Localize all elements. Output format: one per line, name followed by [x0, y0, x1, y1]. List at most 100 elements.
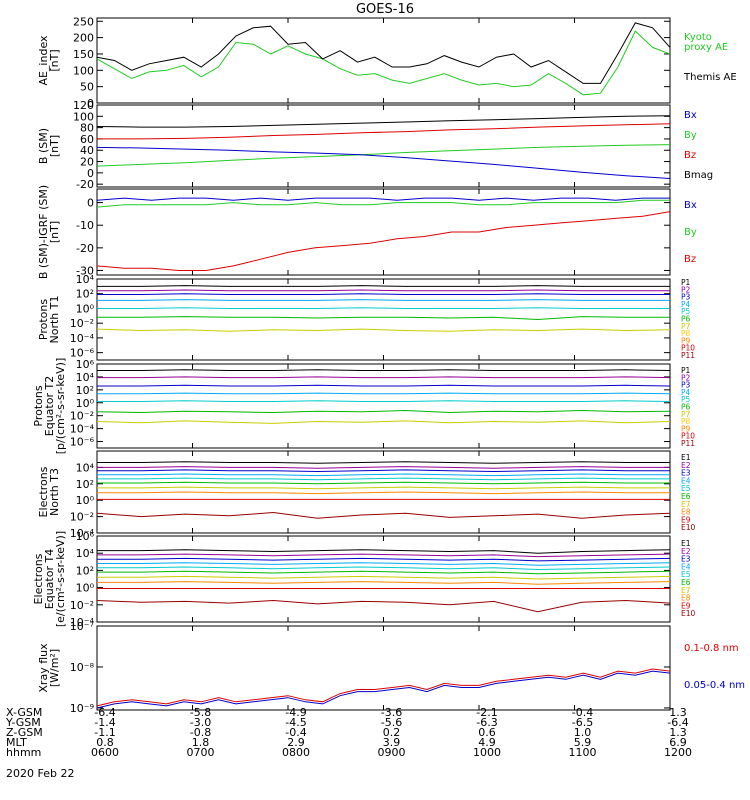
y-axis-label: Protons [32, 385, 45, 426]
y-tick-label: 10⁻⁴ [70, 527, 95, 540]
series-p3 [97, 293, 670, 295]
y-tick-label: 0 [87, 97, 94, 110]
legend-entry: 0.1-0.8 nm [684, 643, 739, 654]
x-axis-row-label: MLT [6, 736, 27, 749]
x-axis-value: 2.9 [287, 736, 305, 749]
series-e5 [97, 566, 671, 571]
x-axis-value: 6.9 [669, 736, 687, 749]
x-axis-row-label: Z-GSM [6, 726, 43, 739]
x-axis-value: -6.3 [476, 716, 497, 729]
series-0-05-0-4-nm [96, 670, 671, 709]
series-e2 [97, 466, 670, 469]
series-e6 [97, 570, 671, 575]
series-e1 [97, 461, 670, 464]
legend-entry: E5 [681, 570, 691, 579]
y-axis-label: B (SM) [37, 128, 50, 164]
panel-frame [96, 625, 671, 711]
y-tick-label: 120 [73, 99, 94, 112]
y-tick-label: 100 [73, 64, 94, 77]
legend-entry: P7 [681, 410, 691, 419]
series-themis-ae [96, 22, 671, 84]
legend-entry: P2 [681, 285, 691, 294]
legend-entry: P8 [681, 329, 691, 338]
x-axis-value: 1000 [473, 746, 501, 759]
y-axis-label: [nT] [48, 135, 61, 157]
x-axis-value: -6.5 [572, 716, 593, 729]
series-p3 [97, 384, 671, 387]
series-e8 [97, 581, 671, 585]
y-axis-label: B (SM)-IGRF (SM) [37, 185, 50, 279]
legend-entry: P9 [681, 424, 691, 433]
legend-entry: By [684, 130, 697, 141]
x-axis-value: 0800 [282, 746, 310, 759]
legend-entry: P6 [681, 315, 691, 324]
series-e10 [96, 599, 671, 613]
y-tick-label: 10⁴ [76, 461, 95, 474]
series-p6 [97, 316, 670, 321]
x-axis-value: 0.2 [383, 726, 401, 739]
x-axis-value: 5.9 [574, 736, 592, 749]
legend-entry: P5 [681, 307, 691, 316]
x-axis-row-label: X-GSM [6, 706, 42, 719]
y-tick-label: 10⁻⁴ [70, 616, 95, 629]
series-e10 [96, 511, 671, 519]
x-axis-value: -6.4 [94, 706, 115, 719]
panel-xray: 10⁻⁹ 10⁻⁸ 10⁻⁷ Xray flux[W/m²] 0.1-0.8 nm 0.0… [37, 620, 745, 715]
y-tick-label: 10² [76, 288, 94, 301]
chart-title: GOES-16 [356, 2, 414, 17]
series-e3 [97, 469, 670, 473]
series-e1 [97, 549, 671, 554]
series-kyoto-proxy-ae [96, 30, 671, 96]
legend-entry: E5 [681, 484, 691, 493]
legend-entry: E3 [681, 469, 691, 478]
legend-entry: By [684, 227, 697, 238]
y-tick-label: 10⁰ [76, 397, 95, 410]
y-tick-label: -10 [76, 219, 94, 232]
legend-entry: P7 [681, 322, 691, 331]
legend-entry: E4 [681, 476, 691, 485]
legend-entry: Themis AE [683, 72, 737, 83]
legend-entry: P1 [681, 366, 691, 375]
series-by [96, 144, 671, 167]
y-tick-label: 10⁻⁷ [70, 620, 94, 633]
y-tick-label: 10² [76, 564, 94, 577]
x-axis-value: 4.9 [478, 736, 496, 749]
x-axis-value: -4.5 [285, 716, 306, 729]
legend-entry: E9 [681, 515, 691, 524]
x-axis-value: -3.0 [190, 716, 211, 729]
legend-entry: 0.05-0.4 nm [684, 680, 745, 691]
y-tick-label: 10⁰ [76, 302, 95, 315]
series-e3 [97, 557, 671, 562]
legend-entry: Bz [684, 150, 696, 161]
legend-entry: E7 [681, 500, 691, 509]
legend-entry: E7 [681, 586, 691, 595]
y-tick-label: 10⁴ [76, 547, 95, 560]
panel-frame [96, 535, 671, 623]
x-axis-value: 0700 [187, 746, 215, 759]
legend-entry: P8 [681, 417, 691, 426]
y-tick-label: 10⁰ [76, 494, 95, 507]
legend-entry: E10 [681, 523, 696, 532]
legend-entry: E10 [681, 609, 696, 618]
y-tick-label: 10⁻⁶ [70, 347, 95, 360]
legend-entry: E1 [681, 539, 691, 548]
legend-entry: E8 [681, 594, 691, 603]
y-axis-label: North T3 [48, 468, 61, 516]
y-axis-label: [nT] [48, 221, 61, 243]
legend-entry: E2 [681, 547, 691, 556]
legend-entry: Bz [684, 254, 696, 265]
y-tick-label: 10⁻² [70, 511, 94, 524]
series-bmag [96, 115, 671, 128]
y-tick-label: 0 [87, 197, 94, 210]
y-axis-label: [p/(cm²-s-sr-keV)] [54, 358, 67, 455]
y-tick-label: 50 [80, 81, 94, 94]
y-axis-label: [nT] [48, 49, 61, 71]
legend-entry: Bmag [684, 170, 713, 181]
y-tick-label: 10⁻⁴ [70, 332, 95, 345]
legend-entry: Bx [684, 110, 697, 121]
legend-entry: E4 [681, 562, 691, 571]
series-e7 [97, 486, 670, 490]
